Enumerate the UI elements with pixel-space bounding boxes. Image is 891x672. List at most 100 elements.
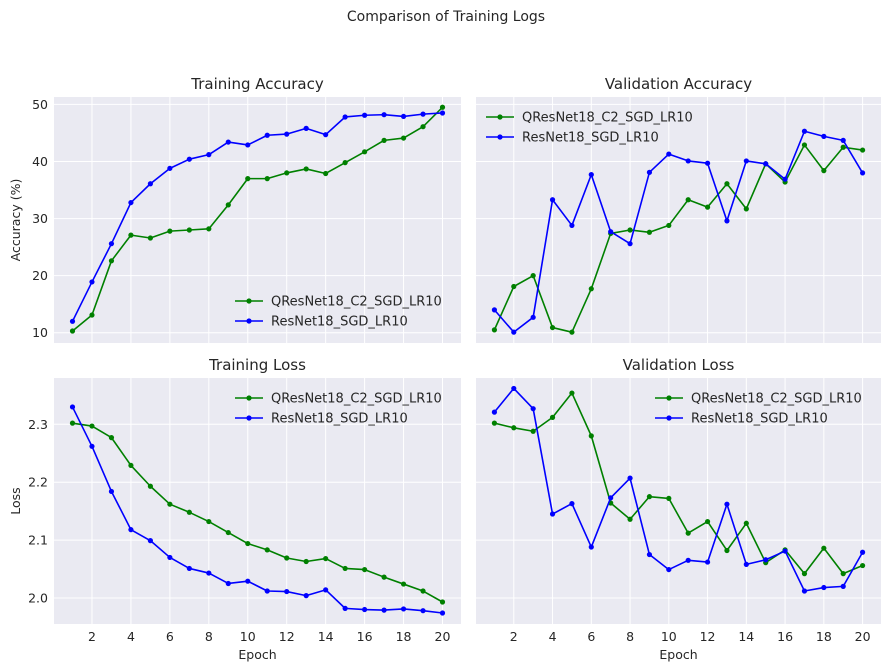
validation-loss-point-qresnet: [569, 390, 575, 396]
training-loss-point-resnet: [362, 606, 368, 613]
training-accuracy-point-resnet: [89, 279, 95, 285]
training-accuracy-legend: QResNet18_C2_SGD_LR10 ResNet18_SGD_LR10: [235, 295, 442, 330]
training-loss-point-qresnet: [303, 558, 309, 565]
validation-accuracy-point-resnet: [588, 172, 594, 178]
validation-loss-point-resnet: [627, 475, 633, 481]
training-loss-point-qresnet: [128, 462, 134, 469]
training-loss-xtick-label: 2: [88, 629, 96, 644]
training-accuracy-legend-label: QResNet18_C2_SGD_LR10: [271, 295, 442, 310]
training-accuracy-point-qresnet: [206, 226, 212, 232]
training-loss-point-qresnet: [400, 581, 407, 587]
validation-accuracy-point-qresnet: [511, 283, 517, 290]
training-loss-point-resnet: [303, 593, 309, 599]
validation-loss-xtick-label: 2: [510, 629, 518, 644]
training-accuracy-point-resnet: [400, 113, 407, 120]
validation-loss-legend-marker: [666, 395, 672, 401]
validation-accuracy-point-resnet: [666, 151, 672, 157]
validation-accuracy-point-resnet: [685, 158, 691, 164]
validation-accuracy-series-line-resnet: [493, 130, 864, 333]
training-loss-point-resnet: [420, 608, 426, 614]
validation-accuracy-point-resnet: [763, 161, 769, 167]
validation-accuracy-legend-label: ResNet18_SGD_LR10: [522, 131, 659, 146]
training-accuracy-point-qresnet: [167, 228, 173, 234]
training-accuracy-ytick-label: 30: [32, 211, 48, 226]
validation-accuracy-point-qresnet: [491, 327, 498, 333]
training-accuracy-point-resnet: [381, 112, 387, 118]
validation-loss-point-qresnet: [549, 414, 556, 420]
training-loss-point-qresnet: [225, 529, 231, 536]
validation-accuracy-point-resnet: [646, 169, 653, 175]
validation-loss-point-resnet: [569, 501, 575, 507]
validation-loss-point-resnet: [763, 557, 769, 563]
training-accuracy-point-qresnet: [128, 232, 134, 238]
validation-loss-point-resnet: [608, 495, 614, 501]
validation-accuracy-point-resnet: [782, 176, 788, 182]
training-loss-plot-area: [54, 378, 461, 624]
validation-accuracy-point-qresnet: [743, 206, 749, 212]
training-accuracy-point-resnet: [264, 132, 270, 138]
training-loss-point-qresnet: [284, 555, 290, 561]
validation-loss-point-qresnet: [821, 545, 827, 551]
training-accuracy-point-resnet: [206, 152, 212, 158]
validation-loss-point-resnet: [840, 583, 846, 589]
validation-accuracy-point-resnet: [627, 241, 633, 247]
training-loss-point-qresnet: [167, 501, 173, 507]
validation-accuracy-series-line-qresnet: [493, 144, 863, 333]
training-loss-ytick-label: 2.0: [28, 590, 48, 605]
training-loss-ylabel: Loss: [8, 487, 23, 514]
training-accuracy-point-qresnet: [245, 176, 251, 182]
training-accuracy-point-qresnet: [342, 160, 348, 166]
training-accuracy-ytick-label: 20: [32, 268, 48, 283]
training-accuracy-point-qresnet: [420, 124, 426, 130]
training-accuracy-point-qresnet: [400, 135, 407, 141]
validation-loss-point-resnet: [549, 511, 556, 517]
training-loss-point-qresnet: [439, 599, 446, 605]
training-accuracy-point-resnet: [69, 318, 76, 324]
training-loss-point-resnet: [245, 578, 251, 584]
validation-accuracy-point-resnet: [840, 137, 846, 143]
validation-loss-point-qresnet: [743, 520, 749, 526]
validation-loss-point-qresnet: [511, 425, 517, 431]
training-loss-point-resnet: [186, 565, 192, 572]
validation-loss-point-resnet: [801, 588, 808, 594]
validation-loss-xtick-label: 12: [700, 629, 716, 644]
validation-loss-legend-label: QResNet18_C2_SGD_LR10: [691, 392, 862, 407]
validation-loss-point-resnet: [666, 566, 672, 573]
training-loss-point-qresnet: [245, 540, 251, 547]
validation-loss-point-resnet: [491, 409, 498, 415]
validation-loss-point-qresnet: [491, 420, 498, 426]
validation-accuracy-legend-marker: [497, 134, 503, 140]
validation-loss-point-resnet: [646, 551, 653, 558]
training-accuracy-point-resnet: [362, 112, 368, 118]
validation-accuracy-point-qresnet: [549, 324, 556, 331]
training-loss-series-line-qresnet: [72, 422, 443, 603]
validation-accuracy-point-qresnet: [685, 197, 691, 203]
training-loss-xtick-label: 10: [240, 629, 256, 644]
training-accuracy-point-qresnet: [439, 104, 446, 110]
validation-accuracy-point-resnet: [801, 128, 808, 134]
validation-accuracy-point-qresnet: [569, 329, 575, 335]
training-accuracy-point-qresnet: [108, 258, 115, 264]
validation-accuracy-point-resnet: [491, 307, 498, 313]
training-loss-xtick-label: 16: [357, 629, 373, 644]
validation-accuracy-point-qresnet: [588, 286, 594, 292]
training-accuracy-ylabel: Accuracy (%): [8, 179, 23, 262]
validation-loss-point-qresnet: [685, 530, 691, 536]
training-loss-point-qresnet: [342, 565, 348, 572]
validation-accuracy-point-qresnet: [859, 147, 866, 153]
training-loss-point-resnet: [108, 488, 115, 495]
validation-loss-point-qresnet: [704, 518, 711, 525]
training-loss-point-resnet: [167, 554, 173, 561]
training-accuracy-point-resnet: [284, 131, 290, 137]
training-loss-legend-marker: [246, 415, 252, 421]
validation-accuracy-point-resnet: [821, 133, 827, 139]
training-accuracy-ytick-label: 50: [32, 97, 48, 112]
validation-loss-point-resnet: [782, 548, 788, 554]
validation-accuracy-point-resnet: [724, 218, 730, 224]
training-loss-point-resnet: [342, 605, 348, 611]
validation-accuracy-point-qresnet: [530, 273, 536, 279]
training-accuracy-point-resnet: [225, 139, 231, 145]
training-accuracy-point-resnet: [128, 199, 134, 206]
